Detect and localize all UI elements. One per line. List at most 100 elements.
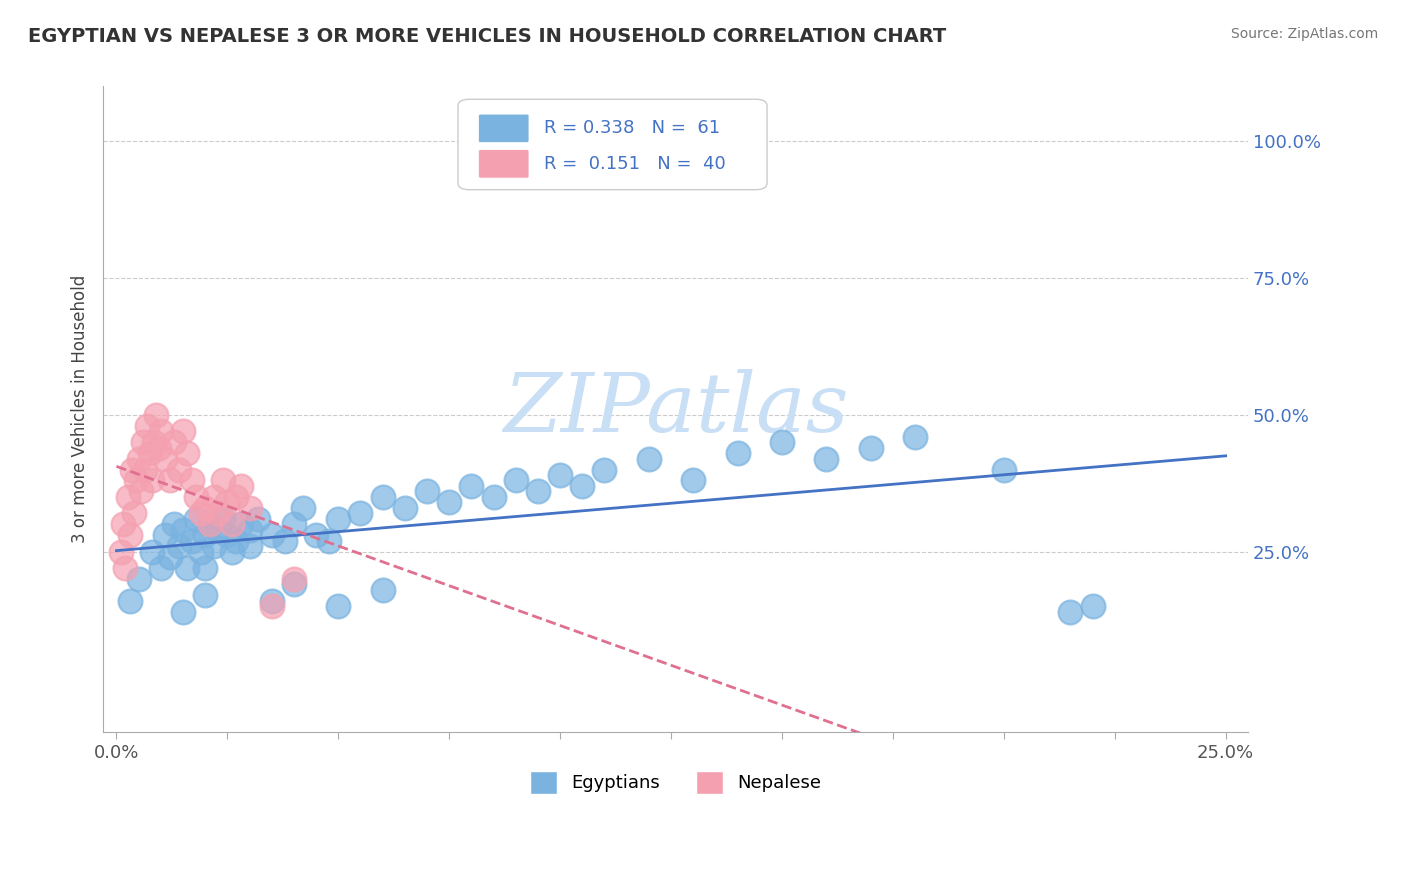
Egyptians <box>505 474 527 488</box>
Egyptians <box>163 517 186 532</box>
Egyptians <box>225 533 247 548</box>
Nepalese <box>217 495 239 509</box>
Egyptians <box>727 446 749 460</box>
Egyptians <box>207 523 229 537</box>
Nepalese <box>212 474 235 488</box>
Egyptians <box>141 544 163 558</box>
Nepalese <box>143 435 166 450</box>
Egyptians <box>260 528 283 542</box>
FancyBboxPatch shape <box>478 150 529 178</box>
Egyptians <box>482 490 505 504</box>
Nepalese <box>186 490 208 504</box>
Nepalese <box>128 451 150 466</box>
Egyptians <box>190 544 212 558</box>
Nepalese <box>132 435 155 450</box>
Egyptians <box>159 550 181 565</box>
Egyptians <box>437 495 460 509</box>
Egyptians <box>172 523 194 537</box>
Egyptians <box>283 577 305 591</box>
Nepalese <box>260 599 283 614</box>
Nepalese <box>155 451 177 466</box>
Egyptians <box>194 528 217 542</box>
Egyptians <box>291 500 314 515</box>
Egyptians <box>172 605 194 619</box>
Nepalese <box>172 424 194 438</box>
Egyptians <box>180 533 202 548</box>
Nepalese <box>118 528 141 542</box>
Nepalese <box>148 441 170 455</box>
Nepalese <box>207 506 229 520</box>
Nepalese <box>225 490 247 504</box>
Nepalese <box>122 506 145 520</box>
Y-axis label: 3 or more Vehicles in Household: 3 or more Vehicles in Household <box>72 275 89 543</box>
Nepalese <box>145 408 167 422</box>
Egyptians <box>238 523 260 537</box>
Egyptians <box>859 441 882 455</box>
Nepalese <box>163 435 186 450</box>
Egyptians <box>128 572 150 586</box>
Nepalese <box>117 490 139 504</box>
Egyptians <box>682 474 704 488</box>
Egyptians <box>238 539 260 553</box>
Nepalese <box>194 500 217 515</box>
Egyptians <box>349 506 371 520</box>
Nepalese <box>134 462 156 476</box>
Egyptians <box>212 512 235 526</box>
Nepalese <box>198 517 221 532</box>
Egyptians <box>149 561 172 575</box>
Egyptians <box>904 430 927 444</box>
Egyptians <box>194 588 217 602</box>
Egyptians <box>371 490 394 504</box>
Nepalese <box>121 462 143 476</box>
Egyptians <box>229 517 252 532</box>
Nepalese <box>180 474 202 488</box>
Egyptians <box>118 594 141 608</box>
Egyptians <box>593 462 616 476</box>
Egyptians <box>194 561 217 575</box>
Egyptians <box>260 594 283 608</box>
Egyptians <box>637 451 659 466</box>
Egyptians <box>460 479 482 493</box>
Nepalese <box>138 446 160 460</box>
Nepalese <box>136 418 159 433</box>
Text: ZIPatlas: ZIPatlas <box>503 369 848 450</box>
Egyptians <box>328 512 350 526</box>
Egyptians <box>318 533 340 548</box>
Nepalese <box>190 506 212 520</box>
Egyptians <box>815 451 838 466</box>
Egyptians <box>571 479 593 493</box>
Egyptians <box>527 484 550 499</box>
Egyptians <box>394 500 416 515</box>
Legend: Egyptians, Nepalese: Egyptians, Nepalese <box>522 764 828 801</box>
Egyptians <box>186 512 208 526</box>
Egyptians <box>202 539 225 553</box>
Egyptians <box>770 435 793 450</box>
Text: R =  0.151   N =  40: R = 0.151 N = 40 <box>544 155 725 173</box>
Egyptians <box>283 517 305 532</box>
Egyptians <box>416 484 439 499</box>
Nepalese <box>176 446 198 460</box>
Nepalese <box>283 572 305 586</box>
Egyptians <box>1081 599 1104 614</box>
Egyptians <box>328 599 350 614</box>
Egyptians <box>305 528 328 542</box>
Text: EGYPTIAN VS NEPALESE 3 OR MORE VEHICLES IN HOUSEHOLD CORRELATION CHART: EGYPTIAN VS NEPALESE 3 OR MORE VEHICLES … <box>28 27 946 45</box>
Nepalese <box>221 517 243 532</box>
Nepalese <box>114 561 136 575</box>
Egyptians <box>221 544 243 558</box>
Text: Source: ZipAtlas.com: Source: ZipAtlas.com <box>1230 27 1378 41</box>
Egyptians <box>176 561 198 575</box>
Egyptians <box>247 512 270 526</box>
Nepalese <box>129 484 152 499</box>
Nepalese <box>238 500 260 515</box>
Egyptians <box>217 528 239 542</box>
Egyptians <box>167 539 190 553</box>
Egyptians <box>155 528 177 542</box>
Nepalese <box>112 517 135 532</box>
Text: R = 0.338   N =  61: R = 0.338 N = 61 <box>544 120 720 137</box>
Egyptians <box>371 582 394 597</box>
Nepalese <box>110 544 132 558</box>
FancyBboxPatch shape <box>458 99 768 190</box>
FancyBboxPatch shape <box>478 114 529 143</box>
Egyptians <box>1059 605 1081 619</box>
